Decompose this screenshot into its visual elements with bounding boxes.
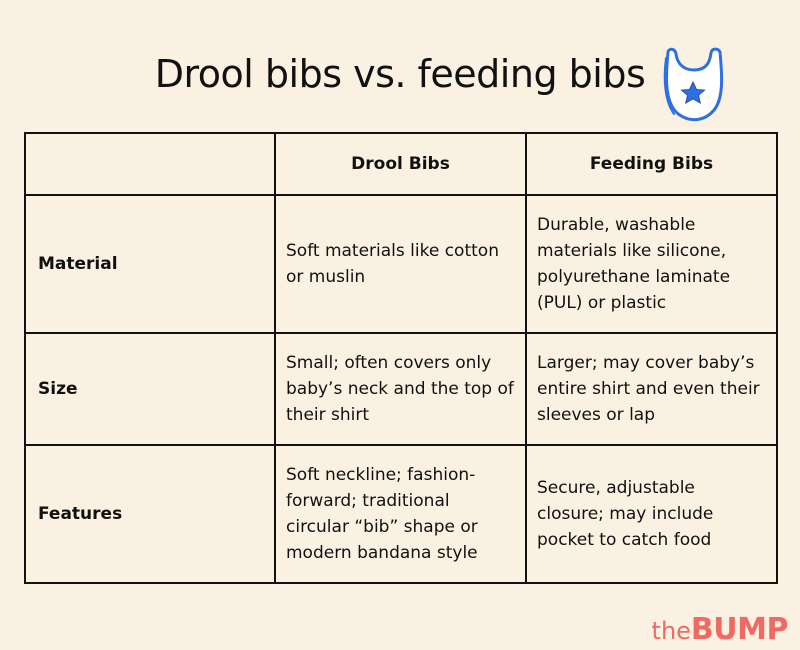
logo-bump: BUMP bbox=[690, 612, 789, 647]
cell-drool-size: Small; often covers only baby’s neck and… bbox=[274, 332, 527, 446]
comparison-table: Drool Bibs Feeding Bibs Material Soft ma… bbox=[24, 132, 778, 584]
baby-bib-star-icon bbox=[663, 47, 724, 122]
table-header-row: Drool Bibs Feeding Bibs bbox=[24, 132, 778, 196]
row-label-features: Features bbox=[24, 444, 276, 584]
cell-feeding-features: Secure, adjustable closure; may include … bbox=[525, 444, 778, 584]
row-label-material: Material bbox=[24, 194, 276, 334]
page-title: Drool bibs vs. feeding bibs bbox=[154, 52, 646, 96]
cell-feeding-material: Durable, washable materials like silicon… bbox=[525, 194, 778, 334]
cell-feeding-size: Larger; may cover baby’s entire shirt an… bbox=[525, 332, 778, 446]
table-row: Material Soft materials like cotton or m… bbox=[24, 194, 778, 334]
table-row: Features Soft neckline; fashion-forward;… bbox=[24, 444, 778, 584]
header-feeding-bibs: Feeding Bibs bbox=[525, 132, 778, 196]
header-drool-bibs: Drool Bibs bbox=[274, 132, 527, 196]
header-empty bbox=[24, 132, 276, 196]
cell-drool-material: Soft materials like cotton or muslin bbox=[274, 194, 527, 334]
cell-drool-features: Soft neckline; fashion-forward; traditio… bbox=[274, 444, 527, 584]
the-bump-logo: theBUMP bbox=[651, 612, 789, 647]
logo-the: the bbox=[651, 617, 691, 645]
table-row: Size Small; often covers only baby’s nec… bbox=[24, 332, 778, 446]
row-label-size: Size bbox=[24, 332, 276, 446]
